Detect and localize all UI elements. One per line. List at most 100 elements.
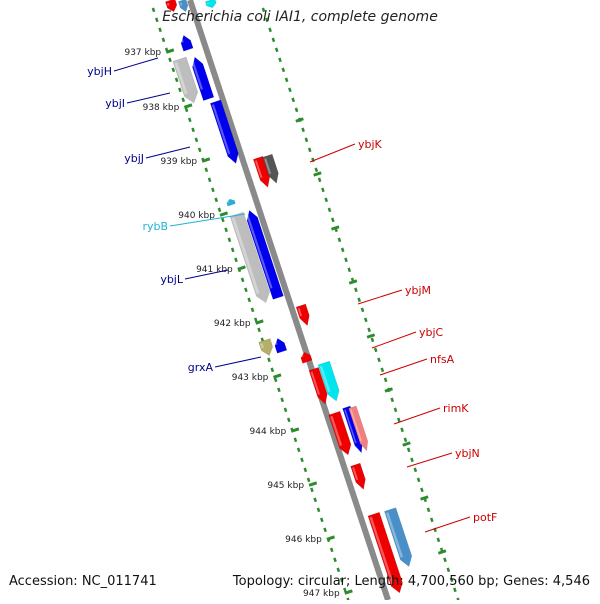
right-label-leader (406, 452, 453, 468)
feature-top-cyan[interactable] (205, 0, 217, 9)
right-guide-dot (420, 487, 424, 493)
right-guide-dot (380, 367, 385, 373)
kbp-tick-label: 939 kbp (160, 157, 197, 167)
feature-rimK-shape[interactable] (328, 410, 354, 457)
feature-ybjK-gray-shape[interactable] (262, 153, 282, 185)
feature-top-blue[interactable] (177, 0, 189, 13)
left-guide-dot (303, 467, 308, 473)
feature-potF-blue[interactable] (384, 507, 414, 569)
feature-rybB-shape[interactable] (226, 198, 236, 207)
kbp-tick-mark (237, 265, 246, 271)
feature-ybjJ-shape[interactable] (210, 99, 241, 165)
feature-ybjJ[interactable] (210, 99, 241, 165)
feature-rimK-pink[interactable] (348, 405, 371, 452)
right-guide-dot (416, 477, 421, 483)
feature-ybjM[interactable] (295, 303, 312, 327)
right-label-leader (393, 407, 441, 425)
genome-summary-text: Topology: circular; Length: 4,700,560 bp… (232, 574, 590, 589)
feature-nfsA-shape[interactable] (308, 367, 330, 405)
feature-ybjL-gray-shape[interactable] (229, 211, 272, 305)
feature-ybjK-shape[interactable] (253, 155, 272, 189)
feature-rimK-blue[interactable] (342, 405, 366, 454)
feature-ybjN-shape[interactable] (350, 462, 369, 491)
left-guide-dot (267, 357, 271, 363)
feature-ybjM-shape[interactable] (295, 303, 312, 327)
feature-ybjN[interactable] (350, 462, 369, 491)
right-label-leader (424, 516, 471, 533)
kbp-tick-mark (326, 535, 335, 541)
left-guide-dot (339, 577, 344, 583)
left-guide-dot (300, 457, 304, 463)
feature-grxA[interactable] (273, 337, 288, 354)
left-guide-dot (207, 177, 212, 183)
feature-top-cyan-shape[interactable] (205, 0, 217, 9)
right-guide-dot (284, 77, 289, 83)
right-guide-dot (261, 7, 266, 13)
feature-grxA-olive[interactable] (258, 338, 275, 358)
left-guide-dot (244, 287, 248, 293)
left-guide-dot (296, 447, 301, 453)
right-guide-dot (304, 137, 309, 143)
feature-top-blue-shape[interactable] (177, 0, 189, 13)
feature-potF-blue-highlight (386, 512, 404, 558)
feature-ybjK[interactable] (253, 155, 272, 189)
feature-ybjI-gray[interactable] (172, 56, 201, 105)
feature-ybjL-gray[interactable] (229, 211, 272, 305)
right-guide-dot (383, 377, 388, 383)
feature-nfsA-cyan-shape[interactable] (317, 360, 342, 403)
feature-ybjC-shape[interactable] (299, 351, 313, 364)
feature-ybjL-shape[interactable] (244, 209, 284, 300)
feature-potF-blue-shape[interactable] (384, 507, 414, 569)
feature-ybjC[interactable] (299, 351, 313, 364)
feature-ybjI-shape[interactable] (190, 55, 215, 101)
right-label-leader (371, 331, 417, 349)
genome-backbone (187, 0, 391, 601)
feature-ybjI[interactable] (190, 55, 215, 101)
left-guide-dot (247, 297, 252, 303)
left-guide-dot (184, 107, 189, 113)
feature-grxA-shape[interactable] (273, 337, 288, 354)
feature-grxA-olive-shape[interactable] (258, 338, 275, 358)
left-guide-dot (230, 247, 235, 253)
feature-ybjL[interactable] (244, 209, 284, 300)
feature-nfsA[interactable] (308, 367, 330, 405)
feature-ybjI-gray-shape[interactable] (172, 56, 201, 105)
left-guide-dot (270, 367, 275, 373)
right-guide-dot (340, 247, 345, 253)
right-tick-mark (384, 387, 393, 393)
feature-ybjH[interactable] (179, 34, 194, 52)
right-tick-mark (437, 549, 447, 555)
feature-rimK[interactable] (328, 410, 354, 457)
feature-ybjH-shape[interactable] (179, 34, 194, 52)
feature-rimK-pink-highlight (350, 409, 363, 442)
right-tick-mark (313, 171, 322, 177)
left-guide-dot (234, 257, 238, 263)
kbp-tick-label: 944 kbp (250, 427, 287, 437)
kbp-tick-label: 937 kbp (124, 48, 161, 58)
feature-ybjK-gray[interactable] (262, 153, 282, 185)
left-guide-dot (158, 27, 162, 33)
feature-nfsA-cyan[interactable] (317, 360, 342, 403)
feature-rimK-highlight (330, 415, 343, 447)
left-guide-dot (197, 147, 202, 153)
right-guide-dot (400, 427, 404, 433)
feature-grxA-olive-highlight (260, 343, 264, 349)
right-tick-mark (402, 441, 411, 447)
left-guide-dot (277, 387, 281, 393)
left-guide-dot (178, 87, 182, 93)
left-guide-dot (181, 97, 186, 103)
right-guide-dot (410, 457, 414, 463)
right-guide-dot (347, 267, 352, 273)
feature-top-red[interactable] (165, 0, 178, 13)
gene-features (165, 0, 414, 595)
feature-rimK-blue-highlight (344, 409, 357, 444)
feature-rimK-blue-shape[interactable] (342, 405, 366, 454)
left-guide-dot (286, 417, 291, 423)
feature-rimK-pink-shape[interactable] (348, 405, 371, 452)
feature-top-red-shape[interactable] (165, 0, 178, 13)
feature-rybB[interactable] (226, 198, 236, 207)
kbp-tick-label: 941 kbp (196, 265, 233, 275)
feature-potF[interactable] (367, 511, 405, 595)
right-guide-dot (436, 537, 441, 543)
feature-potF-shape[interactable] (367, 511, 405, 595)
